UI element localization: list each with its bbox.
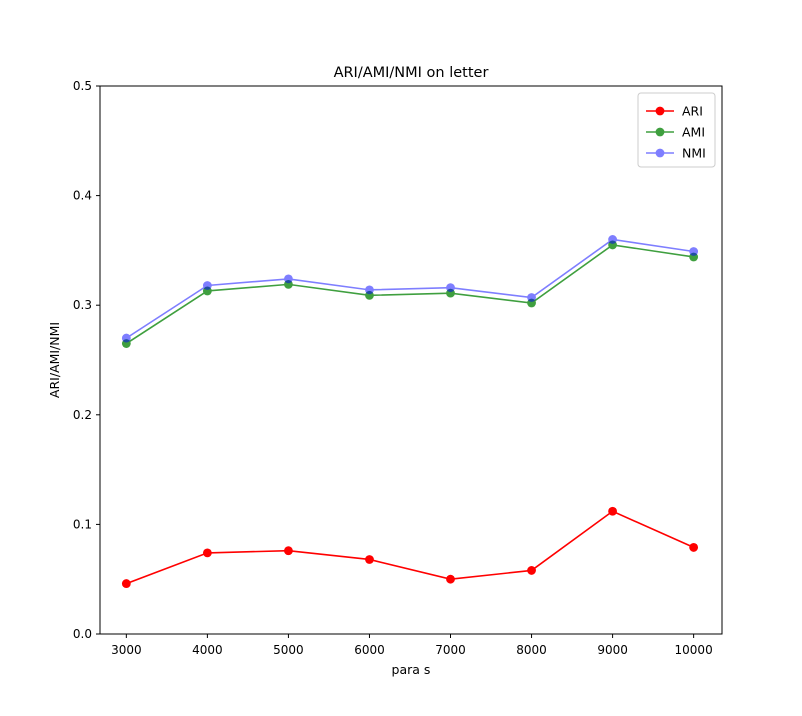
ari-data-point	[608, 506, 617, 516]
legend-marker-ari	[655, 106, 665, 116]
x-tick-label: 6000	[354, 643, 385, 657]
ari-data-point	[689, 543, 699, 552]
plot-frame	[99, 85, 723, 635]
y-tick-label: 0.0	[73, 627, 92, 641]
x-axis-label: para s	[392, 662, 431, 677]
x-tick-label: 5000	[273, 643, 304, 657]
ari-data-point	[527, 566, 536, 575]
y-tick-label: 0.4	[73, 189, 92, 203]
legend: ARI AMI NMI	[637, 92, 716, 168]
legend-label-ami: AMI	[682, 125, 705, 140]
legend-entry-ami	[646, 127, 674, 137]
series-ari	[121, 506, 699, 588]
nmi-series-line	[125, 238, 694, 339]
x-tick-label: 8000	[516, 643, 547, 657]
y-tick-label: 0.5	[73, 79, 92, 93]
nmi-data-point	[689, 247, 699, 256]
ari-series-line	[126, 510, 694, 585]
nmi-data-point	[284, 274, 293, 284]
x-axis-ticks: 3000 4000 5000 6000 7000 8000 9000 10000	[111, 634, 713, 657]
nmi-data-point	[608, 235, 617, 244]
y-tick-label: 0.1	[73, 517, 92, 531]
x-tick-label: 4000	[192, 643, 223, 657]
chart-title: ARI/AMI/NMI on letter	[334, 65, 489, 81]
y-tick-label: 0.2	[73, 408, 92, 422]
ari-data-point	[284, 546, 293, 556]
x-tick-label: 9000	[597, 643, 628, 657]
legend-entry-nmi	[646, 148, 674, 158]
legend-label-nmi: NMI	[682, 146, 706, 161]
x-tick-label: 3000	[111, 643, 142, 657]
legend-entry-ari	[646, 106, 674, 116]
legend-marker-ami	[655, 127, 665, 137]
x-tick-label: 7000	[435, 643, 466, 657]
ari-data-point	[202, 548, 212, 558]
nmi-data-point	[121, 333, 131, 343]
y-axis-ticks: 0.0 0.1 0.2 0.3 0.4 0.5	[73, 79, 100, 641]
y-tick-label: 0.3	[73, 298, 92, 312]
series-layer	[121, 235, 699, 588]
nmi-data-point	[365, 285, 374, 295]
x-tick-label: 10000	[675, 643, 713, 657]
series-nmi	[121, 235, 699, 343]
nmi-data-point	[202, 281, 212, 290]
ami-series-line	[125, 244, 694, 345]
legend-label-ari: ARI	[682, 104, 703, 119]
legend-marker-nmi	[655, 148, 665, 158]
nmi-data-point	[527, 293, 536, 302]
ari-data-point	[365, 555, 374, 564]
ari-data-point	[446, 574, 455, 584]
nmi-data-point	[446, 283, 455, 293]
y-axis-label: ARI/AMI/NMI	[47, 322, 62, 398]
ari-data-point	[121, 579, 131, 588]
